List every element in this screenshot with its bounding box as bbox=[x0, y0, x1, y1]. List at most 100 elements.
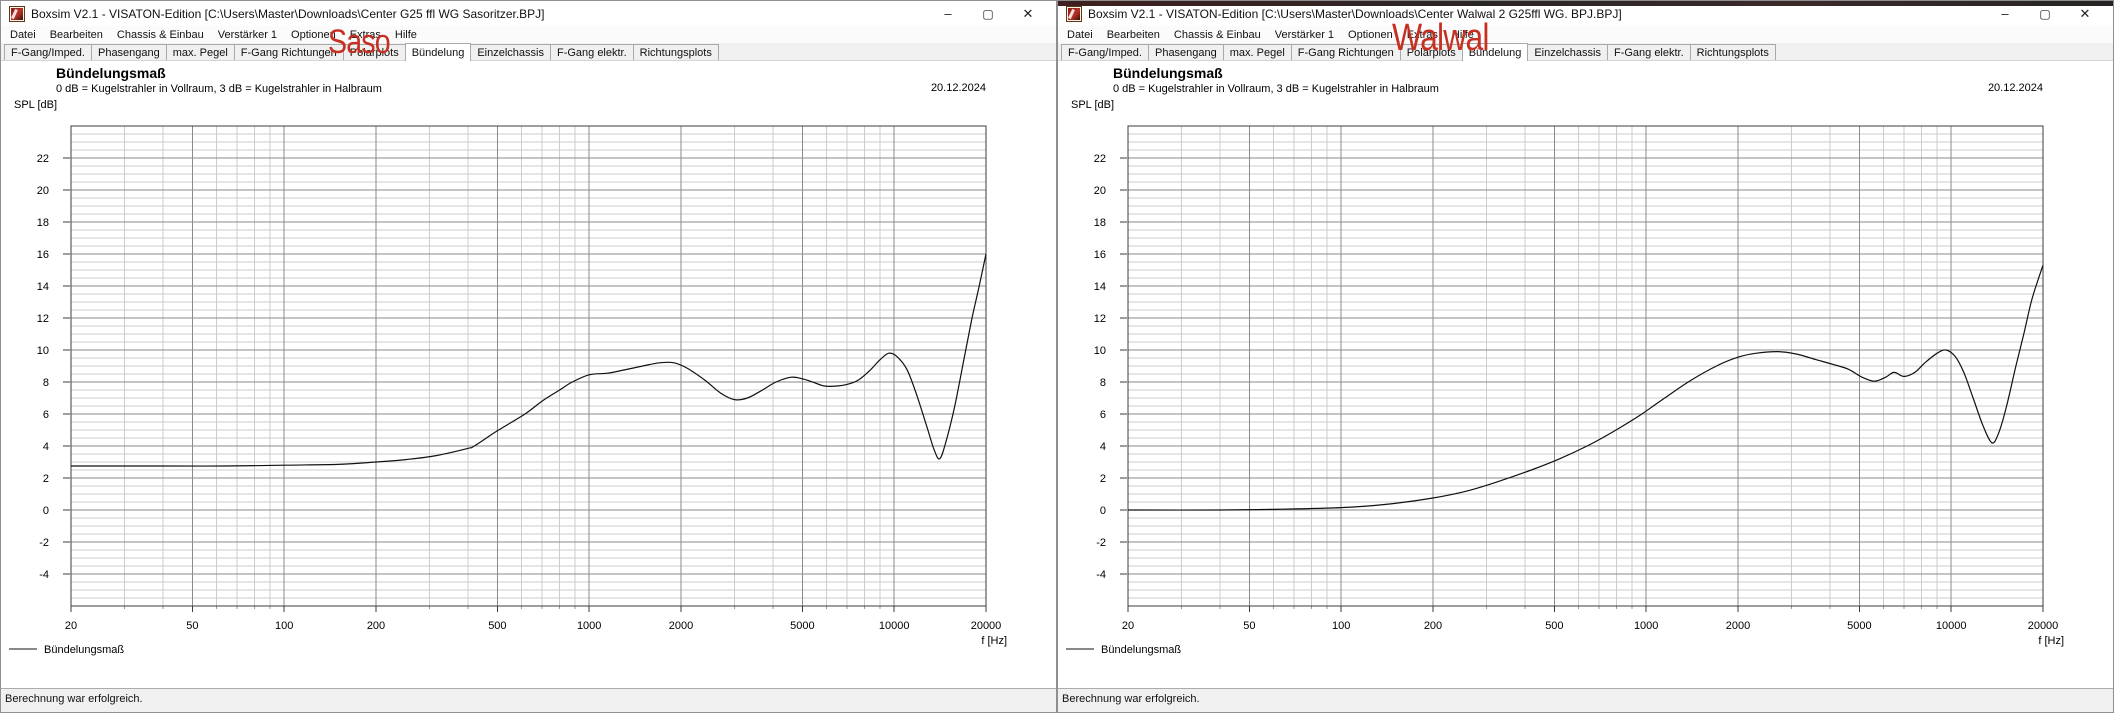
svg-text:100: 100 bbox=[275, 620, 293, 632]
menu-item-hilfe[interactable]: Hilfe bbox=[394, 28, 417, 41]
menu-item-optionen[interactable]: Optionen bbox=[1348, 28, 1393, 41]
menu-item-datei[interactable]: Datei bbox=[10, 28, 36, 41]
svg-text:200: 200 bbox=[367, 620, 385, 632]
window-title: Boxsim V2.1 - VISATON-Edition [C:\Users\… bbox=[1088, 6, 1622, 21]
svg-text:22: 22 bbox=[1094, 153, 1106, 165]
menu-item-datei[interactable]: Datei bbox=[1067, 28, 1093, 41]
svg-text:10000: 10000 bbox=[1936, 620, 1967, 632]
tab-f-gang-elektr[interactable]: F-Gang elektr. bbox=[549, 44, 634, 60]
tab-polarplots[interactable]: Polarplots bbox=[342, 44, 406, 60]
svg-text:SPL [dB]: SPL [dB] bbox=[1071, 99, 1114, 111]
tab-richtungsplots[interactable]: Richtungsplots bbox=[632, 44, 719, 60]
tab-phasengang[interactable]: Phasengang bbox=[1147, 44, 1224, 60]
maximize-button[interactable]: ▢ bbox=[982, 6, 994, 21]
svg-text:20: 20 bbox=[37, 185, 49, 197]
tab-phasengang[interactable]: Phasengang bbox=[90, 44, 167, 60]
chart-title: Bündelungsmaß bbox=[1113, 65, 1223, 81]
menu-bar: Datei Bearbeiten Chassis & Einbau Verstärke… bbox=[1058, 26, 2113, 43]
svg-text:f [Hz]: f [Hz] bbox=[981, 635, 1007, 647]
title-bar[interactable]: Boxsim V2.1 - VISATON-Edition [C:\Users\… bbox=[1, 1, 1056, 26]
tab-polarplots[interactable]: Polarplots bbox=[1399, 44, 1463, 60]
chart-title: Bündelungsmaß bbox=[56, 65, 166, 81]
menu-item-extras[interactable]: Extras bbox=[1406, 28, 1438, 41]
close-button[interactable]: ✕ bbox=[1022, 5, 1034, 21]
tab-einzelchassis[interactable]: Einzelchassis bbox=[1527, 44, 1608, 60]
svg-text:8: 8 bbox=[43, 377, 49, 389]
status-bar: Berechnung war erfolgreich. bbox=[1, 688, 1056, 712]
svg-text:50: 50 bbox=[1243, 620, 1255, 632]
chart-pane: 22 20 18 16 14 12 10 8 6 4 2 0 -2 -4 20 50 100 200 500 1000… bbox=[1, 61, 1056, 688]
svg-text:-2: -2 bbox=[39, 537, 49, 549]
svg-text:-2: -2 bbox=[1096, 537, 1106, 549]
svg-text:20000: 20000 bbox=[2028, 620, 2059, 632]
close-button[interactable]: ✕ bbox=[2079, 5, 2091, 21]
tab-f-gang-imped[interactable]: F-Gang/Imped. bbox=[1061, 44, 1149, 60]
svg-text:16: 16 bbox=[37, 249, 49, 261]
tab-max-pegel[interactable]: max. Pegel bbox=[1222, 44, 1292, 60]
tab-max-pegel[interactable]: max. Pegel bbox=[165, 44, 235, 60]
menu-item-chassis-einbau[interactable]: Chassis & Einbau bbox=[116, 28, 204, 41]
svg-text:1000: 1000 bbox=[1634, 620, 1658, 632]
window-title: Boxsim V2.1 - VISATON-Edition [C:\Users\… bbox=[31, 6, 545, 21]
svg-text:20: 20 bbox=[1122, 620, 1134, 632]
svg-text:14: 14 bbox=[37, 281, 49, 293]
chart-subtitle: 0 dB = Kugelstrahler in Vollraum, 3 dB =… bbox=[56, 83, 382, 95]
svg-text:500: 500 bbox=[1545, 620, 1563, 632]
svg-text:8: 8 bbox=[1100, 377, 1106, 389]
svg-text:Bündelungsmaß: Bündelungsmaß bbox=[1101, 644, 1181, 656]
svg-text:12: 12 bbox=[37, 313, 49, 325]
svg-text:500: 500 bbox=[488, 620, 506, 632]
svg-text:10: 10 bbox=[1094, 345, 1106, 357]
svg-text:0: 0 bbox=[1100, 505, 1106, 517]
svg-text:100: 100 bbox=[1332, 620, 1350, 632]
menu-item-optionen[interactable]: Optionen bbox=[291, 28, 336, 41]
menu-item-extras[interactable]: Extras bbox=[349, 28, 381, 41]
annotation-walwal: Walwal bbox=[1392, 17, 1489, 59]
svg-text:14: 14 bbox=[1094, 281, 1106, 293]
svg-text:20: 20 bbox=[65, 620, 77, 632]
tab-f-gang-imped[interactable]: F-Gang/Imped. bbox=[4, 44, 92, 60]
svg-text:Bündelungsmaß: Bündelungsmaß bbox=[44, 644, 124, 656]
svg-text:0: 0 bbox=[43, 505, 49, 517]
svg-text:2: 2 bbox=[1100, 473, 1106, 485]
menu-item-verstärker-1[interactable]: Verstärker 1 bbox=[1274, 28, 1335, 41]
svg-text:f [Hz]: f [Hz] bbox=[2038, 635, 2064, 647]
svg-text:6: 6 bbox=[43, 409, 49, 421]
svg-text:6: 6 bbox=[1100, 409, 1106, 421]
menu-item-chassis-einbau[interactable]: Chassis & Einbau bbox=[1173, 28, 1261, 41]
minimize-button[interactable]: – bbox=[2001, 5, 2009, 21]
svg-text:50: 50 bbox=[186, 620, 198, 632]
annotation-saso: Saso bbox=[328, 23, 391, 61]
svg-text:2000: 2000 bbox=[1726, 620, 1750, 632]
menu-item-hilfe[interactable]: Hilfe bbox=[1451, 28, 1474, 41]
maximize-button[interactable]: ▢ bbox=[2039, 6, 2051, 21]
tab-bar: F-Gang/Imped. Phasengang max. Pegel F-Gang … bbox=[1058, 43, 2113, 61]
svg-text:20: 20 bbox=[1094, 185, 1106, 197]
svg-text:12: 12 bbox=[1094, 313, 1106, 325]
svg-text:2: 2 bbox=[43, 473, 49, 485]
svg-text:4: 4 bbox=[43, 441, 49, 453]
tab-f-gang-richtungen[interactable]: F-Gang Richtungen bbox=[233, 44, 344, 60]
svg-text:5000: 5000 bbox=[1847, 620, 1871, 632]
menu-item-verstärker-1[interactable]: Verstärker 1 bbox=[217, 28, 278, 41]
tab-einzelchassis[interactable]: Einzelchassis bbox=[470, 44, 551, 60]
menu-item-bearbeiten[interactable]: Bearbeiten bbox=[49, 28, 103, 41]
status-bar: Berechnung war erfolgreich. bbox=[1058, 688, 2113, 712]
boxsim-app-icon bbox=[1066, 5, 1082, 22]
svg-text:22: 22 bbox=[37, 153, 49, 165]
svg-text:1000: 1000 bbox=[577, 620, 601, 632]
svg-text:2000: 2000 bbox=[669, 620, 693, 632]
chart-pane: 22 20 18 16 14 12 10 8 6 4 2 0 -2 -4 20 50 100 200 500 1000… bbox=[1058, 61, 2113, 688]
svg-text:10: 10 bbox=[37, 345, 49, 357]
tab-bündelung[interactable]: Bündelung bbox=[1461, 43, 1529, 61]
menu-item-bearbeiten[interactable]: Bearbeiten bbox=[1106, 28, 1160, 41]
tab-f-gang-elektr[interactable]: F-Gang elektr. bbox=[1606, 44, 1691, 60]
tab-richtungsplots[interactable]: Richtungsplots bbox=[1689, 44, 1776, 60]
tab-f-gang-richtungen[interactable]: F-Gang Richtungen bbox=[1290, 44, 1401, 60]
minimize-button[interactable]: – bbox=[944, 5, 952, 21]
tab-bündelung[interactable]: Bündelung bbox=[404, 43, 472, 61]
svg-text:18: 18 bbox=[1094, 217, 1106, 229]
svg-text:-4: -4 bbox=[1096, 569, 1106, 581]
chart-date: 20.12.2024 bbox=[1987, 82, 2043, 94]
